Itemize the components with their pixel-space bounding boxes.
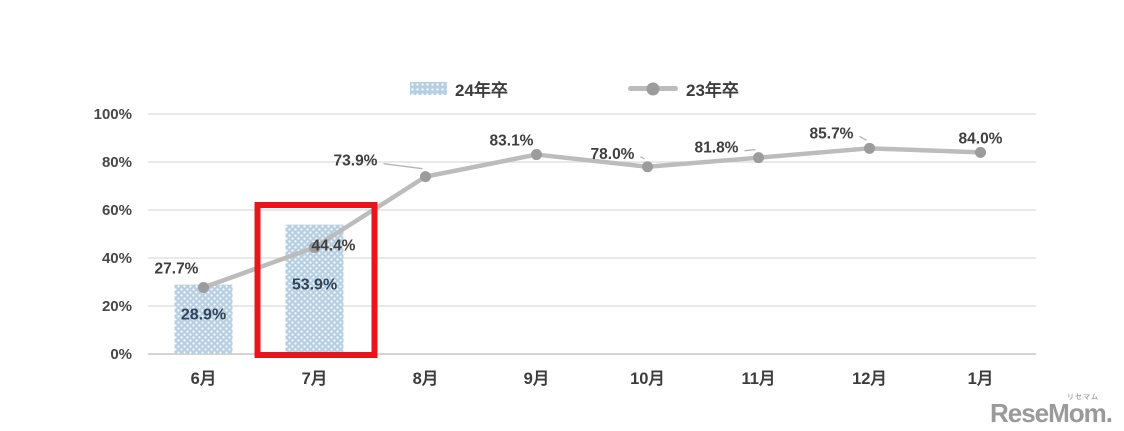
line-value-label: 73.9% <box>334 153 378 170</box>
chart-legend: 24年卒 23年卒 <box>0 72 1124 104</box>
line-marker <box>975 146 986 158</box>
y-tick-label: 100% <box>94 106 132 123</box>
line-marker <box>198 282 209 294</box>
line-marker <box>531 149 542 161</box>
line-marker-swatch-icon <box>628 82 678 95</box>
line-value-label: 44.4% <box>312 237 356 254</box>
line-value-label: 81.8% <box>695 140 739 157</box>
bar-value-label: 28.9% <box>181 307 226 324</box>
legend-label-24nensotsu: 24年卒 <box>455 81 508 100</box>
legend-item-24nensotsu: 24年卒 <box>410 76 508 101</box>
bar-value-label: 53.9% <box>292 277 337 294</box>
legend-item-23nensotsu: 23年卒 <box>628 76 739 101</box>
y-tick-label: 80% <box>102 154 132 171</box>
label-leader-line <box>640 156 645 160</box>
line-marker <box>420 171 431 183</box>
x-tick-label: 12月 <box>852 369 887 388</box>
y-tick-label: 60% <box>102 202 132 219</box>
highlight-rect <box>254 202 378 358</box>
line-marker <box>864 142 875 154</box>
line-marker <box>642 161 653 173</box>
legend-label-23nensotsu: 23年卒 <box>686 81 739 100</box>
y-tick-label: 20% <box>102 298 132 315</box>
bar-6月 <box>174 284 233 354</box>
resemom-logo: リセマム ReseMom. <box>989 392 1113 428</box>
line-value-label: 84.0% <box>959 130 1003 147</box>
label-leader-line <box>859 135 867 141</box>
x-tick-label: 9月 <box>524 369 550 388</box>
x-tick-label: 6月 <box>191 369 217 388</box>
line-marker <box>753 152 764 164</box>
x-tick-label: 10月 <box>630 369 665 388</box>
x-tick-label: 1月 <box>968 369 994 388</box>
line-value-label: 85.7% <box>810 125 854 142</box>
label-leader-line <box>383 162 423 170</box>
trend-line-23nensotsu <box>201 146 983 290</box>
x-tick-label: 7月 <box>302 369 328 388</box>
line-value-label: 27.7% <box>155 261 199 278</box>
resemom-logo-text: ReseMom. <box>989 398 1113 428</box>
label-leader-line <box>744 148 756 152</box>
line-value-label: 83.1% <box>490 133 534 150</box>
bar-swatch-icon <box>410 82 447 95</box>
resemom-logo-ruby: リセマム <box>1067 394 1099 401</box>
x-tick-label: 11月 <box>742 369 776 388</box>
y-tick-label: 40% <box>102 250 132 267</box>
x-tick-label: 8月 <box>413 369 439 388</box>
line-marker <box>309 241 320 253</box>
line-value-label: 78.0% <box>591 146 635 163</box>
y-tick-label: 0% <box>110 346 132 363</box>
